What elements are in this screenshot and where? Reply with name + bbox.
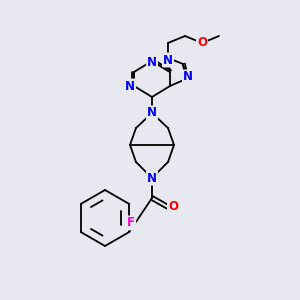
Text: N: N bbox=[147, 56, 157, 70]
Text: F: F bbox=[127, 217, 135, 230]
Text: N: N bbox=[147, 106, 157, 119]
Text: N: N bbox=[183, 70, 193, 83]
Text: O: O bbox=[168, 200, 178, 214]
Text: N: N bbox=[147, 172, 157, 184]
Text: O: O bbox=[197, 37, 207, 50]
Text: N: N bbox=[125, 80, 135, 92]
Text: N: N bbox=[163, 53, 173, 67]
